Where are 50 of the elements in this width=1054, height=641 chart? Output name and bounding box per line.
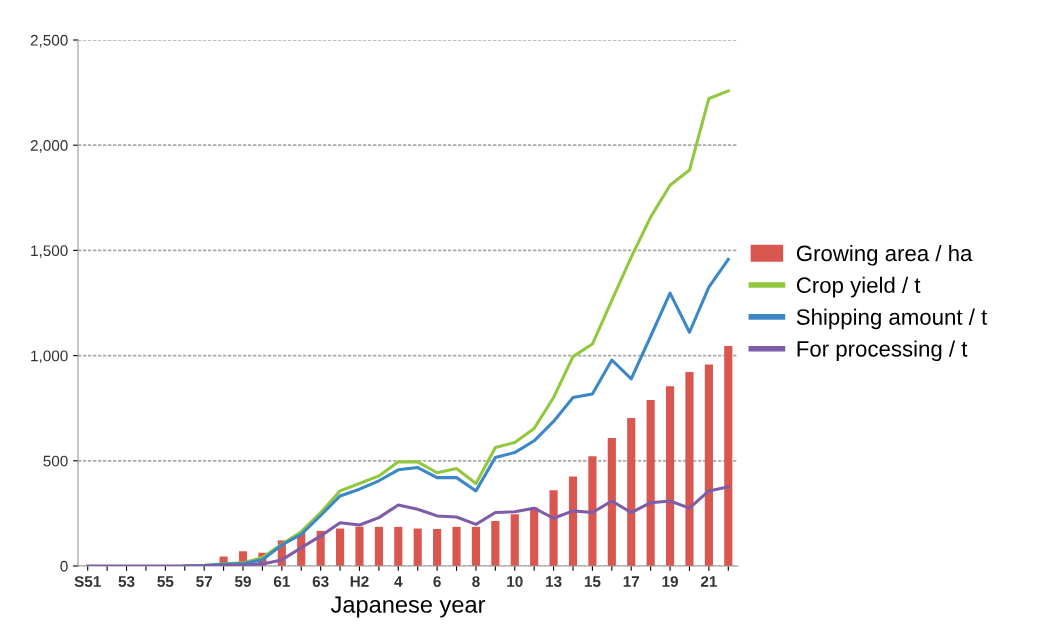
legend-label: Crop yield / t xyxy=(796,276,921,298)
bar xyxy=(355,526,364,566)
bar xyxy=(394,526,403,566)
bar xyxy=(665,386,675,566)
bar xyxy=(335,528,345,566)
y-tick-label: 1,500 xyxy=(31,245,68,258)
y-tick-label: 500 xyxy=(43,455,68,467)
x-tick-label: 17 xyxy=(623,576,640,587)
bar xyxy=(452,526,461,566)
x-axis-title: Japanese year xyxy=(330,596,486,618)
bar xyxy=(588,456,597,566)
y-tick-label: 2,500 xyxy=(30,34,68,48)
line-series xyxy=(86,485,730,566)
bar xyxy=(413,528,422,566)
x-tick-label: 53 xyxy=(118,576,135,587)
x-tick-label: 4 xyxy=(394,576,403,587)
bar xyxy=(530,507,539,566)
bar xyxy=(471,526,481,566)
x-tick-label: 8 xyxy=(472,576,480,587)
legend-label: Growing area / ha xyxy=(796,244,973,266)
x-tick-label: 21 xyxy=(700,576,717,587)
bar xyxy=(724,345,733,566)
y-tick-label: 0 xyxy=(60,560,68,572)
x-tick-label: 63 xyxy=(312,576,329,587)
bar xyxy=(568,476,578,566)
x-tick-label: 13 xyxy=(546,576,562,587)
x-tick-label: 61 xyxy=(273,576,290,587)
x-tick-label: 15 xyxy=(584,576,601,587)
x-tick-label: 57 xyxy=(196,576,212,587)
bar xyxy=(510,514,519,566)
x-tick-label: 59 xyxy=(234,576,251,587)
y-tick-label: 2,000 xyxy=(30,140,68,153)
bar xyxy=(607,438,616,566)
x-tick-label: S51 xyxy=(74,576,101,587)
legend-label: For processing / t xyxy=(797,340,968,362)
bar xyxy=(433,528,442,566)
x-tick-label: 10 xyxy=(507,576,523,587)
bar xyxy=(685,372,694,566)
bar xyxy=(374,526,383,566)
bar xyxy=(491,520,500,566)
bar xyxy=(704,364,713,566)
bar xyxy=(549,490,558,566)
legend-label: Shipping amount / t xyxy=(796,308,988,330)
bar xyxy=(646,399,655,566)
x-tick-label: 19 xyxy=(662,576,678,587)
x-tick-label: H2 xyxy=(350,576,369,587)
bar xyxy=(627,418,636,566)
x-tick-label: 55 xyxy=(157,576,174,587)
y-tick-label: 1,000 xyxy=(31,350,68,364)
x-tick-label: 6 xyxy=(433,576,441,587)
